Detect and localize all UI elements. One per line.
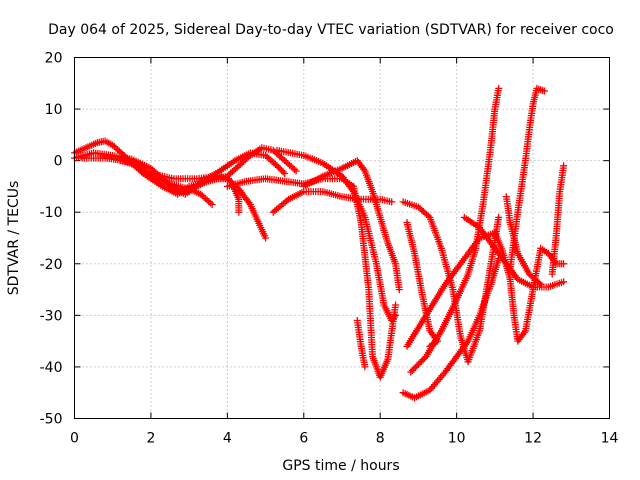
series-track-4 xyxy=(116,144,300,198)
series-markers xyxy=(273,146,399,324)
series-track-14 xyxy=(399,255,503,402)
plot-frame xyxy=(74,57,610,419)
series-track-16 xyxy=(460,213,568,291)
series-markers xyxy=(197,149,289,185)
series-track-19 xyxy=(548,162,568,278)
series-markers xyxy=(353,317,369,371)
series-track-10 xyxy=(353,317,369,371)
series-track-9 xyxy=(300,157,403,294)
y-tick-label: -10 xyxy=(40,205,63,221)
series-track-5 xyxy=(197,149,289,185)
y-tick-label: 10 xyxy=(45,102,63,118)
x-tick-label: 0 xyxy=(70,431,79,447)
series-markers xyxy=(460,213,568,291)
x-tick-label: 12 xyxy=(524,431,542,447)
y-axis-title: SDTVAR / TECUs xyxy=(6,181,22,296)
y-tick-label: -50 xyxy=(40,412,63,428)
series-track-17 xyxy=(506,84,548,273)
data-points xyxy=(71,84,568,402)
series-markers xyxy=(548,162,568,278)
x-tick-label: 2 xyxy=(146,431,155,447)
x-tick-label: 6 xyxy=(299,431,308,447)
series-markers xyxy=(300,157,403,294)
y-tick-label: -20 xyxy=(40,257,63,273)
series-track-7 xyxy=(273,146,399,324)
series-markers xyxy=(403,219,441,350)
x-tick-label: 14 xyxy=(601,431,619,447)
x-tick-label: 10 xyxy=(448,431,466,447)
x-tick-label: 8 xyxy=(376,431,385,447)
series-markers xyxy=(407,84,503,376)
series-track-8 xyxy=(269,188,396,216)
y-tick-label: 0 xyxy=(54,154,63,170)
series-track-13 xyxy=(407,84,503,376)
series-markers xyxy=(269,188,396,216)
y-tick-label: -40 xyxy=(40,360,63,376)
series-markers xyxy=(399,255,503,402)
series-markers xyxy=(116,144,300,198)
series-markers xyxy=(502,193,545,288)
y-tick-label: 20 xyxy=(45,51,63,67)
chart-title: Day 064 of 2025, Sidereal Day-to-day VTE… xyxy=(48,22,614,38)
x-tick-label: 4 xyxy=(223,431,232,447)
series-track-12 xyxy=(403,219,441,350)
series-track-15 xyxy=(403,229,568,350)
axis-ticks: 0 2 4 6 8 10 12 14 -50 -40 -30 -20 -10 0 10 20 xyxy=(40,51,619,447)
x-axis-title: GPS time / hours xyxy=(282,458,399,474)
series-markers xyxy=(403,229,568,350)
series-track-18 xyxy=(502,193,545,288)
grid xyxy=(74,57,610,419)
series-markers xyxy=(399,198,503,366)
series-markers xyxy=(506,84,548,273)
y-tick-label: -30 xyxy=(40,308,63,324)
series-track-11 xyxy=(399,198,503,366)
